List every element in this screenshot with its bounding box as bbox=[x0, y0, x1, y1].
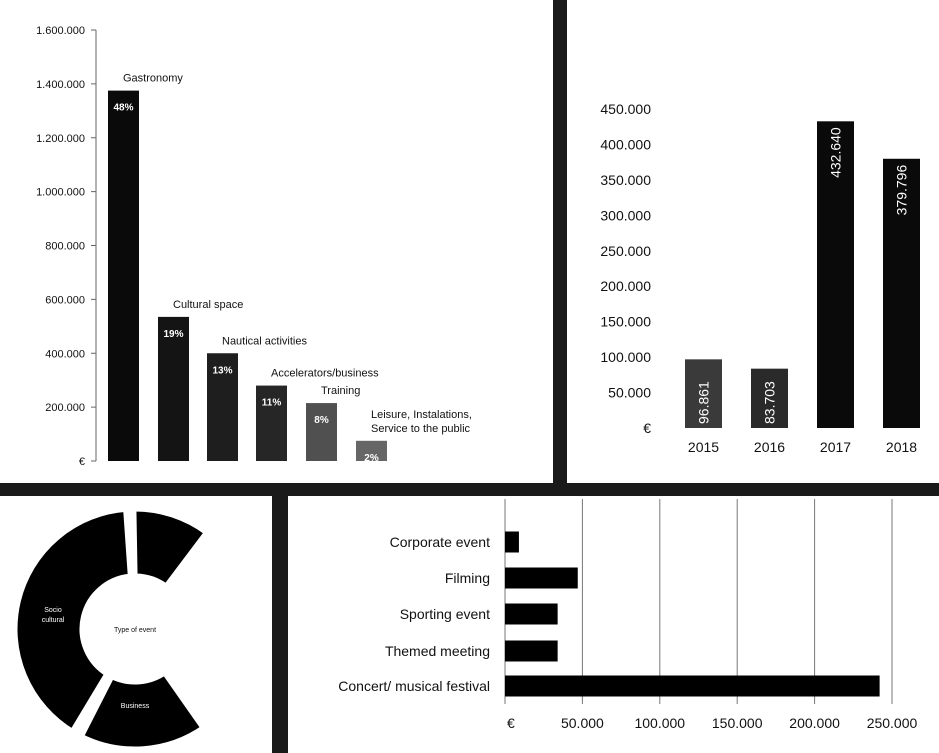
y-tick-label: 300.000 bbox=[600, 207, 651, 223]
bar-data-label: 432.640 bbox=[828, 127, 844, 178]
category-label: Leisure, Instalations, bbox=[371, 409, 472, 421]
category-label: Nautical activities bbox=[222, 335, 307, 347]
x-tick-label: 2018 bbox=[886, 439, 917, 455]
y-tick-label: 250.000 bbox=[600, 243, 651, 259]
bar bbox=[685, 359, 722, 428]
x-tick-label: 200.000 bbox=[789, 715, 840, 731]
revenue-by-year-panel: 450.000 400.000 350.000 300.000 250.000 200.0… bbox=[567, 0, 939, 483]
x-tick-label: 100.000 bbox=[634, 715, 685, 731]
donut-slice-label: sports bbox=[200, 617, 220, 624]
y-tick-label: € bbox=[79, 456, 85, 468]
x-tick-label: 2017 bbox=[820, 439, 851, 455]
y-tick-label: 100.000 bbox=[600, 349, 651, 365]
y-tick-label: € bbox=[643, 420, 651, 436]
y-tick-label: 400.000 bbox=[600, 136, 651, 152]
event-type-donut-chart: Type of event Leisure and sports Business So… bbox=[10, 504, 229, 753]
donut-slice-label: Socio bbox=[44, 607, 62, 614]
x-tick-label: 50.000 bbox=[561, 715, 604, 731]
y-tick-label: 1.200.000 bbox=[36, 133, 85, 145]
y-tick-label: 200.000 bbox=[45, 402, 85, 414]
y-tick-label: 400.000 bbox=[45, 348, 85, 360]
y-tick-label: 50.000 bbox=[608, 385, 651, 401]
y-tick-label: 1.400.000 bbox=[36, 79, 85, 91]
event-revenue-bar-chart: €50.000 100.000 150.000 200.000 250.000 Corpo… bbox=[338, 499, 918, 731]
bar-data-label: 19% bbox=[163, 329, 183, 340]
y-tick-label: 1.000.000 bbox=[36, 187, 85, 199]
bar-data-label: 379.796 bbox=[894, 165, 910, 216]
category-label: Themed meeting bbox=[385, 643, 490, 659]
bar-data-label: 83.703 bbox=[762, 381, 778, 424]
revenue-by-activity-panel: 1.600.000 1.400.000 1.200.000 1.000.000 800.… bbox=[0, 0, 553, 483]
donut-slice bbox=[75, 666, 210, 753]
bar bbox=[751, 368, 788, 428]
bar bbox=[505, 675, 880, 697]
bar-data-label: 11% bbox=[262, 398, 282, 409]
event-type-panel: Type of event Leisure and sports Business So… bbox=[0, 496, 272, 753]
bar bbox=[356, 440, 387, 461]
category-label: Cultural space bbox=[173, 299, 243, 311]
category-label: Gastronomy bbox=[123, 73, 183, 85]
y-tick-label: 800.000 bbox=[45, 241, 85, 253]
bar bbox=[883, 158, 920, 428]
bar-data-label: 96.861 bbox=[696, 381, 712, 424]
donut-slice-label: Leisure and bbox=[192, 607, 229, 614]
category-label: Sporting event bbox=[400, 606, 490, 622]
x-tick-label: 250.000 bbox=[867, 715, 918, 731]
x-tick-label: 150.000 bbox=[712, 715, 763, 731]
y-tick-label: 150.000 bbox=[600, 314, 651, 330]
bar bbox=[108, 90, 139, 461]
bar bbox=[505, 640, 558, 662]
category-label: Concert/ musical festival bbox=[338, 678, 490, 694]
bar-data-label: 48% bbox=[113, 103, 133, 114]
donut-slice bbox=[129, 504, 213, 593]
y-tick-label: 600.000 bbox=[45, 294, 85, 306]
x-tick-label: 2015 bbox=[688, 439, 719, 455]
y-tick-label: 1.600.000 bbox=[36, 25, 85, 37]
x-tick-label: 2016 bbox=[754, 439, 785, 455]
category-label: Service to the public bbox=[371, 423, 471, 435]
category-label: Corporate event bbox=[390, 534, 491, 550]
donut-center-label: Type of event bbox=[114, 627, 156, 634]
y-tick-label: 200.000 bbox=[600, 278, 651, 294]
bar bbox=[306, 403, 337, 461]
y-tick-label: 350.000 bbox=[600, 172, 651, 188]
donut-slice bbox=[10, 504, 136, 738]
category-label: Filming bbox=[445, 570, 490, 586]
bar-data-label: 8% bbox=[314, 415, 329, 426]
category-label: Accelerators/business bbox=[271, 368, 379, 380]
donut-slice-label: cultural bbox=[42, 617, 65, 624]
bar bbox=[158, 316, 189, 461]
bar bbox=[817, 121, 854, 429]
x-tick-label: € bbox=[507, 715, 515, 731]
event-revenue-panel: €50.000 100.000 150.000 200.000 250.000 Corpo… bbox=[288, 496, 939, 753]
bar bbox=[505, 567, 578, 589]
revenue-by-activity-chart: 1.600.000 1.400.000 1.200.000 1.000.000 800.… bbox=[36, 25, 472, 468]
bar-data-label: 13% bbox=[212, 365, 232, 376]
revenue-by-year-chart: 450.000 400.000 350.000 300.000 250.000 200.0… bbox=[600, 101, 920, 455]
donut-slice-label: Business bbox=[121, 703, 150, 710]
category-label: Training bbox=[321, 385, 360, 397]
y-tick-label: 450.000 bbox=[600, 101, 651, 117]
bar bbox=[505, 603, 558, 625]
bar bbox=[505, 531, 519, 553]
bar-data-label: 2% bbox=[364, 453, 379, 464]
bar bbox=[207, 353, 238, 461]
bar bbox=[256, 385, 287, 461]
